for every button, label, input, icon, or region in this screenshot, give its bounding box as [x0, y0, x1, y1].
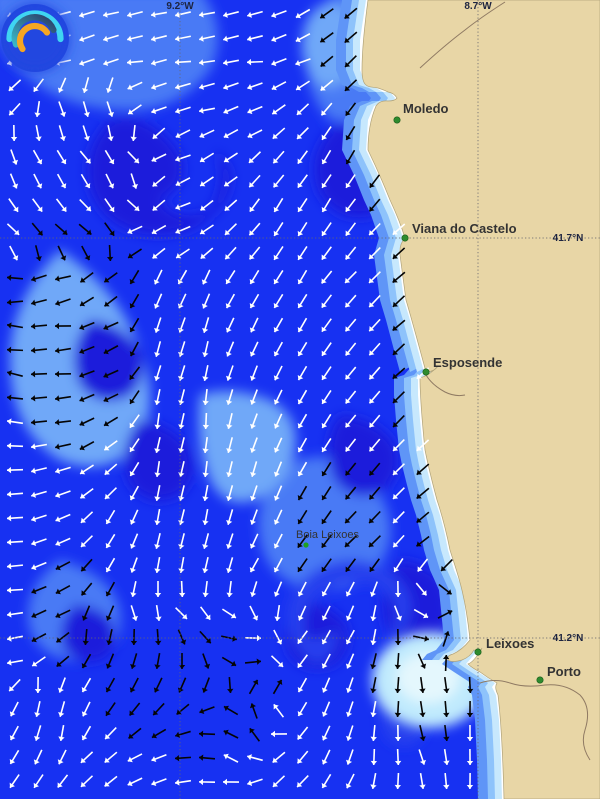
svg-text:41.2°N: 41.2°N: [553, 633, 584, 644]
svg-text:Esposende: Esposende: [433, 355, 502, 370]
svg-text:Leixoes: Leixoes: [486, 636, 534, 651]
svg-text:Viana do Castelo: Viana do Castelo: [412, 221, 517, 236]
svg-text:Boia Leixoes: Boia Leixoes: [296, 529, 359, 541]
svg-text:41.7°N: 41.7°N: [553, 233, 584, 244]
svg-text:9.2°W: 9.2°W: [166, 1, 194, 12]
svg-text:Moledo: Moledo: [403, 101, 449, 116]
svg-text:8.7°W: 8.7°W: [464, 1, 492, 12]
svg-text:Porto: Porto: [547, 664, 581, 679]
